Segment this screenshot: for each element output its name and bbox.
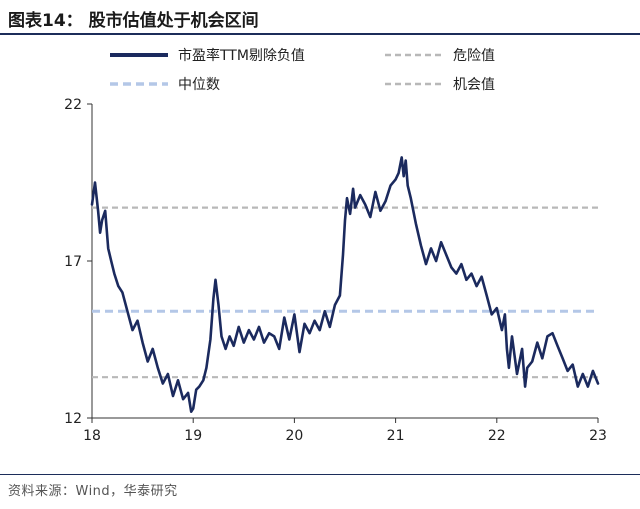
x-tick-label: 23	[589, 428, 607, 444]
y-tick-label: 22	[64, 97, 82, 113]
x-tick-label: 20	[285, 428, 303, 444]
chart-area: 12 17 22 18 19 20 21 22 23 市盈率TTM剔除负值 危险值中位数 机会值	[0, 36, 640, 468]
title-rule	[0, 33, 640, 35]
pe-ttm-series-line	[90, 156, 600, 414]
page-title: 图表14： 股市估值处于机会区间	[8, 11, 259, 31]
y-tick-label: 17	[64, 254, 82, 270]
y-tick-label: 12	[64, 411, 82, 427]
source-note: 资料来源：Wind，华泰研究	[8, 484, 178, 499]
legend-label-危险值: 危险值	[453, 48, 495, 64]
legend-label-机会值: 机会值	[453, 77, 495, 93]
x-tick-label: 21	[387, 428, 405, 444]
source-rule	[0, 474, 640, 475]
x-tick-label: 19	[184, 428, 202, 444]
legend-label-中位数: 中位数	[178, 77, 220, 93]
title-bar: 图表14： 股市估值处于机会区间	[0, 0, 640, 35]
x-tick-label: 18	[83, 428, 101, 444]
legend-label-市盈率TTM剔除负值: 市盈率TTM剔除负值	[178, 47, 305, 64]
x-tick-label: 22	[488, 428, 506, 444]
